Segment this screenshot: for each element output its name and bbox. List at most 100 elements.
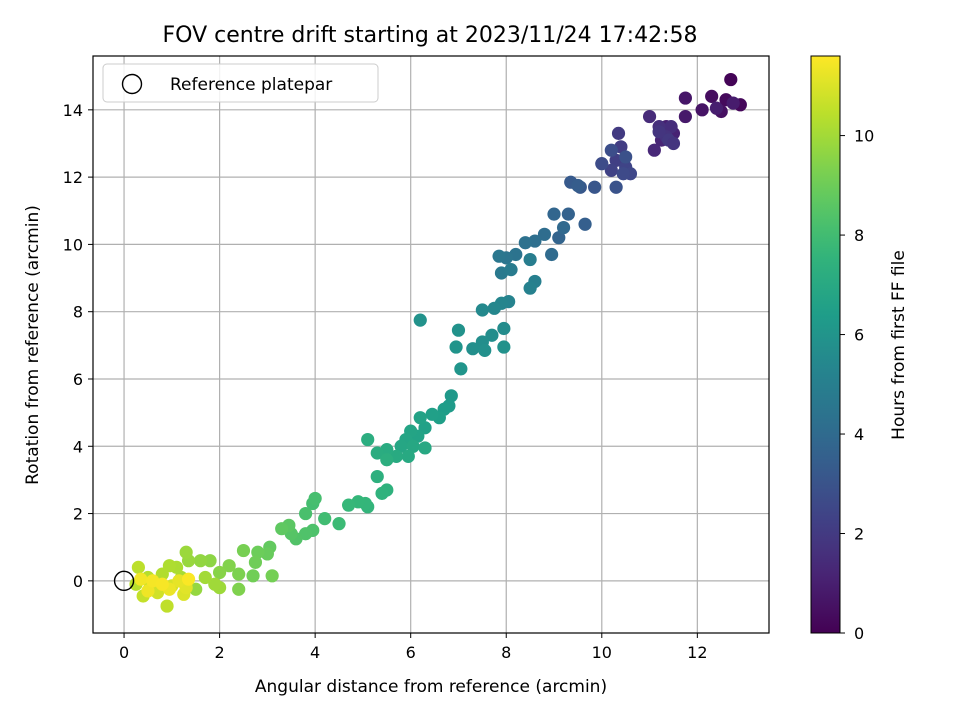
data-point [726,96,740,110]
data-point [251,545,265,559]
data-point [248,555,263,569]
data-point [504,263,518,277]
data-point [406,439,420,453]
data-point [556,220,571,235]
data-point [485,328,499,342]
data-point [518,236,532,250]
data-point [375,486,389,500]
data-point [141,584,155,598]
data-point [222,559,236,573]
data-point [475,303,489,317]
data-point [425,407,439,421]
x-axis-label: Angular distance from reference (arcmin) [255,677,607,697]
data-point [619,150,633,164]
colorbar-tick-label: 8 [854,226,864,245]
data-point [571,178,585,193]
colorbar [810,55,841,634]
data-point [134,572,148,586]
data-point [561,207,575,221]
data-point [709,101,724,115]
data-point [547,207,561,221]
x-tick-label: 12 [687,643,707,662]
data-points [129,72,747,613]
data-point [203,554,217,568]
colorbar-tick-label: 6 [854,326,864,345]
x-tick-label: 6 [406,643,416,662]
y-tick-label: 6 [73,370,83,389]
data-point [523,252,537,267]
data-point [595,157,609,171]
data-point [497,340,511,354]
data-point [298,506,313,521]
data-point [611,126,626,140]
data-point [666,136,681,151]
legend: Reference platepar [102,63,379,103]
data-point [232,582,246,596]
data-point [413,411,427,425]
data-point [341,498,356,512]
data-point [155,567,169,581]
data-point [492,249,506,263]
data-point [208,577,222,591]
data-point [275,522,289,536]
data-point [695,103,709,117]
data-point [616,167,630,181]
data-point [451,323,466,337]
data-point [497,321,511,336]
y-tick-label: 10 [63,235,83,254]
data-point [265,569,279,583]
x-tick-label: 0 [119,643,129,662]
data-point [332,517,346,531]
reference-marker [113,570,135,592]
data-point [642,109,657,124]
x-axis-ticks: 0 2 4 6 8 10 12 [119,633,708,662]
data-point [380,453,394,467]
data-point [193,554,208,568]
chart-title: FOV centre drift starting at 2023/11/24 … [163,23,698,48]
data-point [361,432,375,447]
data-point [647,143,661,157]
reference-point [113,570,135,592]
data-point [394,439,408,453]
data-point [401,449,415,463]
data-point [652,125,666,139]
data-point [198,570,212,585]
plot-frame [92,55,770,634]
data-point [604,163,618,177]
y-axis-ticks: 0 2 4 6 8 10 12 14 [63,101,93,591]
legend-marker-icon [121,73,143,95]
colorbar-tick-label: 0 [854,624,864,643]
x-tick-label: 2 [215,643,225,662]
data-point [155,577,169,591]
data-point [246,569,260,583]
data-point [604,143,618,157]
data-point [523,281,537,295]
colorbar-tick-label: 4 [854,425,864,444]
data-point [724,72,738,87]
data-point [466,342,480,356]
data-point [537,227,552,241]
data-point [131,560,145,574]
data-point [705,89,719,103]
x-tick-label: 10 [592,643,612,662]
y-tick-label: 12 [63,168,83,187]
data-point [444,389,458,403]
data-point [578,217,592,231]
y-tick-label: 14 [63,101,83,120]
y-axis-label: Rotation from reference (arcmin) [23,205,43,485]
colorbar-tick-label: 2 [854,525,864,544]
data-point [678,109,692,124]
data-point [370,446,384,460]
y-tick-label: 8 [73,303,83,322]
y-tick-label: 0 [73,572,83,591]
data-point [609,180,623,194]
data-point [545,247,559,262]
data-point [160,599,174,613]
data-point [179,545,193,559]
x-tick-label: 4 [310,643,320,662]
data-point [413,313,427,327]
colorbar-label: Hours from first FF file [889,250,909,440]
data-point [664,120,678,134]
y-tick-label: 2 [73,505,83,524]
